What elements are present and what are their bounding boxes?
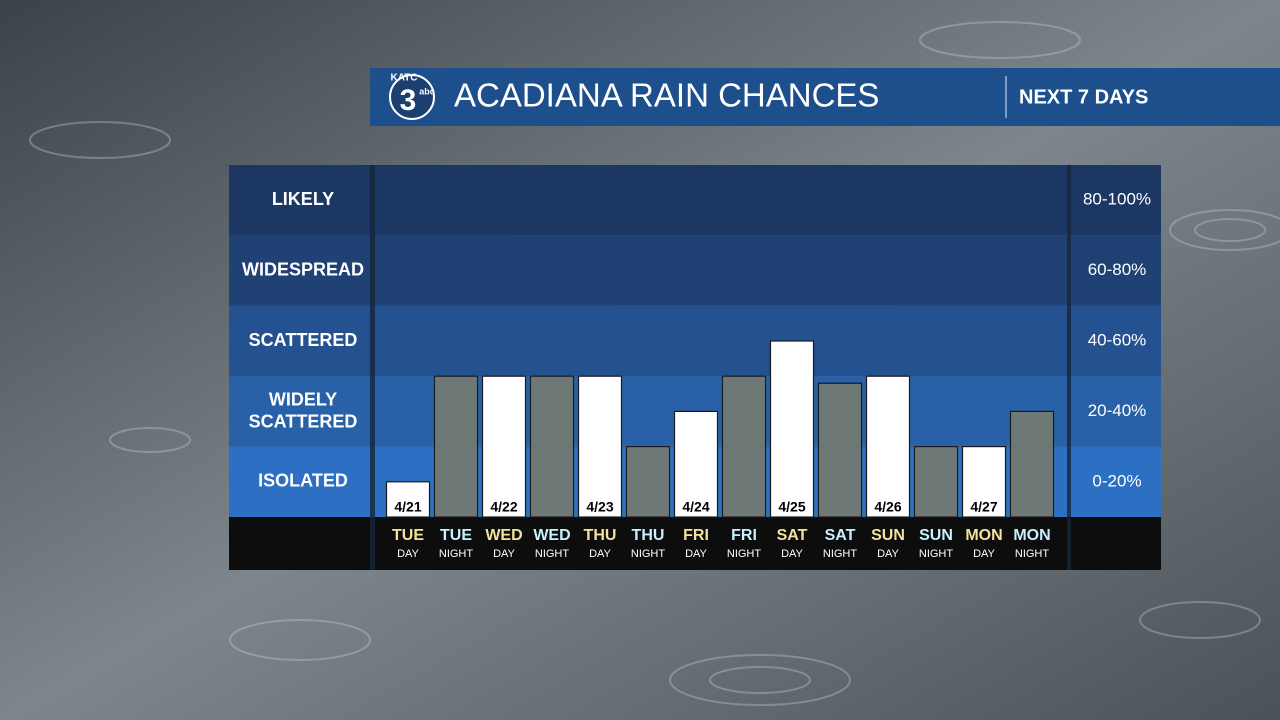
logo-network: abc bbox=[419, 86, 435, 96]
period-label: NIGHT bbox=[439, 548, 474, 560]
period-label: NIGHT bbox=[631, 548, 666, 560]
period-label: DAY bbox=[877, 548, 899, 560]
band-range: 20-40% bbox=[1088, 401, 1147, 420]
x-tick-label: THU bbox=[632, 527, 665, 544]
date-label: 4/24 bbox=[682, 499, 709, 515]
period-label: DAY bbox=[493, 548, 515, 560]
label-strip bbox=[229, 517, 1161, 570]
x-tick-label: SAT bbox=[777, 527, 808, 544]
date-label: 4/27 bbox=[970, 499, 997, 515]
x-tick-label: SAT bbox=[825, 527, 856, 544]
x-tick-label: MON bbox=[1013, 527, 1050, 544]
bar bbox=[673, 410, 719, 518]
bar bbox=[481, 375, 527, 518]
band-label: ISOLATED bbox=[258, 471, 348, 491]
period-label: NIGHT bbox=[919, 548, 954, 560]
x-tick-label: WED bbox=[533, 527, 570, 544]
band-label: SCATTERED bbox=[249, 330, 358, 350]
band bbox=[229, 165, 1161, 236]
period-label: NIGHT bbox=[1015, 548, 1050, 560]
x-tick-label: THU bbox=[584, 527, 617, 544]
period-label: DAY bbox=[973, 548, 995, 560]
period-label: NIGHT bbox=[727, 548, 762, 560]
bar bbox=[529, 375, 575, 518]
band-label: WIDESPREAD bbox=[242, 259, 364, 279]
period-label: DAY bbox=[397, 548, 419, 560]
x-tick-label: FRI bbox=[683, 527, 709, 544]
x-tick-label: MON bbox=[965, 527, 1002, 544]
period-label: DAY bbox=[589, 548, 611, 560]
bar bbox=[385, 481, 431, 518]
ripples bbox=[29, 21, 1280, 706]
header-bar bbox=[370, 68, 1280, 126]
date-label: 4/21 bbox=[394, 499, 421, 515]
logo-station: KATC bbox=[390, 73, 417, 84]
band-range: 80-100% bbox=[1083, 190, 1151, 209]
bar bbox=[625, 446, 671, 518]
band bbox=[229, 305, 1161, 377]
x-tick-label: TUE bbox=[440, 527, 472, 544]
divider bbox=[370, 165, 375, 570]
chart-title: ACADIANA RAIN CHANCES bbox=[454, 77, 879, 114]
chart-subtitle: NEXT 7 DAYS bbox=[1019, 86, 1148, 108]
date-label: 4/23 bbox=[586, 499, 613, 515]
bar bbox=[817, 382, 863, 518]
x-tick-label: TUE bbox=[392, 527, 424, 544]
period-label: NIGHT bbox=[535, 548, 570, 560]
date-label: 4/22 bbox=[490, 499, 517, 515]
band bbox=[229, 235, 1161, 306]
band-range: 40-60% bbox=[1088, 330, 1147, 349]
period-label: DAY bbox=[781, 548, 803, 560]
bar bbox=[721, 375, 767, 518]
band-label: WIDELY SCATTERED bbox=[249, 389, 358, 431]
plot: LIKELY 80-100% WIDESPREAD 60-80% SCATTERED 40… bbox=[229, 165, 1161, 570]
bar bbox=[1009, 410, 1055, 518]
period-label: NIGHT bbox=[823, 548, 858, 560]
bar bbox=[961, 446, 1007, 518]
bar bbox=[769, 340, 815, 518]
x-tick-label: SUN bbox=[871, 527, 905, 544]
date-label: 4/25 bbox=[778, 499, 805, 515]
band-range: 0-20% bbox=[1092, 471, 1141, 490]
band-label: LIKELY bbox=[272, 189, 334, 209]
band-range: 60-80% bbox=[1088, 260, 1147, 279]
period-label: DAY bbox=[685, 548, 707, 560]
x-tick-label: WED bbox=[485, 527, 522, 544]
bar bbox=[433, 375, 479, 518]
bar bbox=[577, 375, 623, 518]
divider bbox=[1067, 165, 1071, 570]
bar bbox=[913, 446, 959, 518]
date-label: 4/26 bbox=[874, 499, 901, 515]
bar bbox=[865, 375, 911, 518]
x-tick-label: FRI bbox=[731, 527, 757, 544]
logo-badge bbox=[389, 74, 435, 120]
x-tick-label: SUN bbox=[919, 527, 953, 544]
logo-channel: 3 bbox=[400, 84, 417, 117]
